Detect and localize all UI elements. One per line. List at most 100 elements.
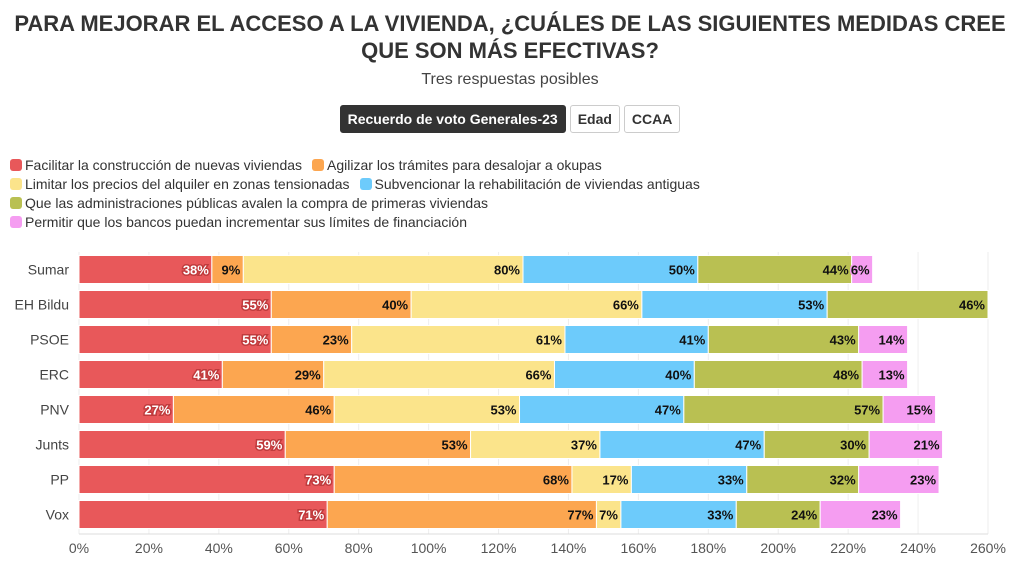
data-label: 61% [536,333,562,348]
data-label: 23% [910,473,936,488]
data-label: 17% [602,473,628,488]
data-label: 15% [907,403,933,418]
legend-item[interactable]: Permitir que los bancos puedan increment… [10,212,467,231]
x-tick-label: 180% [690,540,726,556]
bar-segment [851,255,874,284]
bar-segment [595,500,622,529]
x-tick-label: 220% [830,540,866,556]
legend-item[interactable]: Facilitar la construcción de nuevas vivi… [10,155,302,174]
data-label: 77% [567,508,593,523]
bar-segment [78,325,272,354]
bar-segment [78,290,272,319]
legend-label: Permitir que los bancos puedan increment… [25,213,468,230]
data-label: 50% [669,263,695,278]
bar-segment [522,255,699,284]
x-tick-label: 260% [970,540,1006,556]
x-tick-label: 100% [411,540,447,556]
y-category-label: EH Bildu [15,297,69,313]
legend-label: Agilizar los trámites para desalojar a o… [327,156,602,173]
data-label: 41% [679,333,705,348]
x-tick-label: 140% [551,540,587,556]
bar-segment [707,325,860,354]
legend-label: Limitar los precios del alquiler en zona… [25,175,350,192]
data-label: 55% [242,333,268,348]
data-label: 47% [655,403,681,418]
x-tick-label: 160% [620,540,656,556]
bar-segment [78,465,335,494]
legend-swatch [359,177,372,190]
bar-segment [826,290,989,319]
bar-segment [620,500,737,529]
data-label: 59% [256,438,282,453]
data-label: 68% [543,473,569,488]
x-tick-label: 60% [275,540,303,556]
data-label: 46% [959,298,985,313]
region-button[interactable]: CCAA [623,105,681,133]
data-label: 48% [833,368,859,383]
bar-segment [641,290,828,319]
bar-segment [861,360,909,389]
data-label: 6% [851,263,870,278]
legend-swatch [10,177,22,190]
bar-segment [819,500,902,529]
y-category-label: PSOE [30,332,69,348]
legend: Facilitar la construcción de nuevas vivi… [10,155,810,231]
data-label: 43% [830,333,856,348]
data-label: 55% [242,298,268,313]
bar-segment [868,430,944,459]
bar-segment [326,500,597,529]
x-tick-label: 80% [345,540,373,556]
y-category-label: PNV [40,402,69,418]
legend-item[interactable]: Subvencionar la rehabilitación de vivien… [359,174,700,193]
bar-segment [599,430,765,459]
data-label: 41% [193,368,219,383]
data-label: 38% [183,263,209,278]
legend-item[interactable]: Agilizar los trámites para desalojar a o… [312,155,602,174]
data-label: 33% [707,508,733,523]
data-label: 53% [490,403,516,418]
data-label: 23% [323,333,349,348]
age-button[interactable]: Edad [569,105,620,133]
legend-label: Subvencionar la rehabilitación de vivien… [374,175,700,192]
data-label: 24% [791,508,817,523]
bar-segment [564,325,709,354]
data-label: 46% [305,403,331,418]
data-label: 66% [525,368,551,383]
bar-segment [882,395,937,424]
data-label: 14% [879,333,905,348]
data-label: 29% [295,368,321,383]
data-label: 53% [442,438,468,453]
legend-label: Facilitar la construcción de nuevas vivi… [25,156,303,173]
y-category-label: Vox [46,507,69,523]
title-line-1: PARA MEJORAR EL ACCESO A LA VIVIENDA, ¿C… [14,11,1006,36]
x-tick-label: 0% [69,540,89,556]
data-label: 47% [735,438,761,453]
bar-segment [697,255,853,284]
y-category-label: Junts [36,437,69,453]
chart-title: PARA MEJORAR EL ACCESO A LA VIVIENDA, ¿C… [0,10,1020,64]
bar-segment [746,465,860,494]
data-label: 73% [305,473,331,488]
bar-segment [858,325,909,354]
legend-label: Que las administraciones públicas avalen… [25,194,489,211]
bar-segment [553,360,695,389]
y-category-label: Sumar [28,262,70,278]
bar-segment [683,395,884,424]
data-label: 44% [823,263,849,278]
data-label: 7% [599,508,618,523]
bar-segment [78,430,286,459]
bar-segment [242,255,524,284]
data-label: 30% [840,438,866,453]
legend-item[interactable]: Que las administraciones públicas avalen… [10,193,488,212]
data-label: 66% [613,298,639,313]
vote-recall-button[interactable]: Recuerdo de voto Generales-23 [339,105,566,133]
x-tick-label: 40% [205,540,233,556]
legend-swatch [10,158,22,171]
filter-buttons: Recuerdo de voto Generales-23 Edad CCAA [0,105,1020,133]
title-line-2: QUE SON MÁS EFECTIVAS? [361,38,659,63]
legend-swatch [10,196,22,209]
bar-segment [410,290,643,319]
legend-item[interactable]: Limitar los precios del alquiler en zona… [10,174,350,193]
bar-segment [858,465,940,494]
